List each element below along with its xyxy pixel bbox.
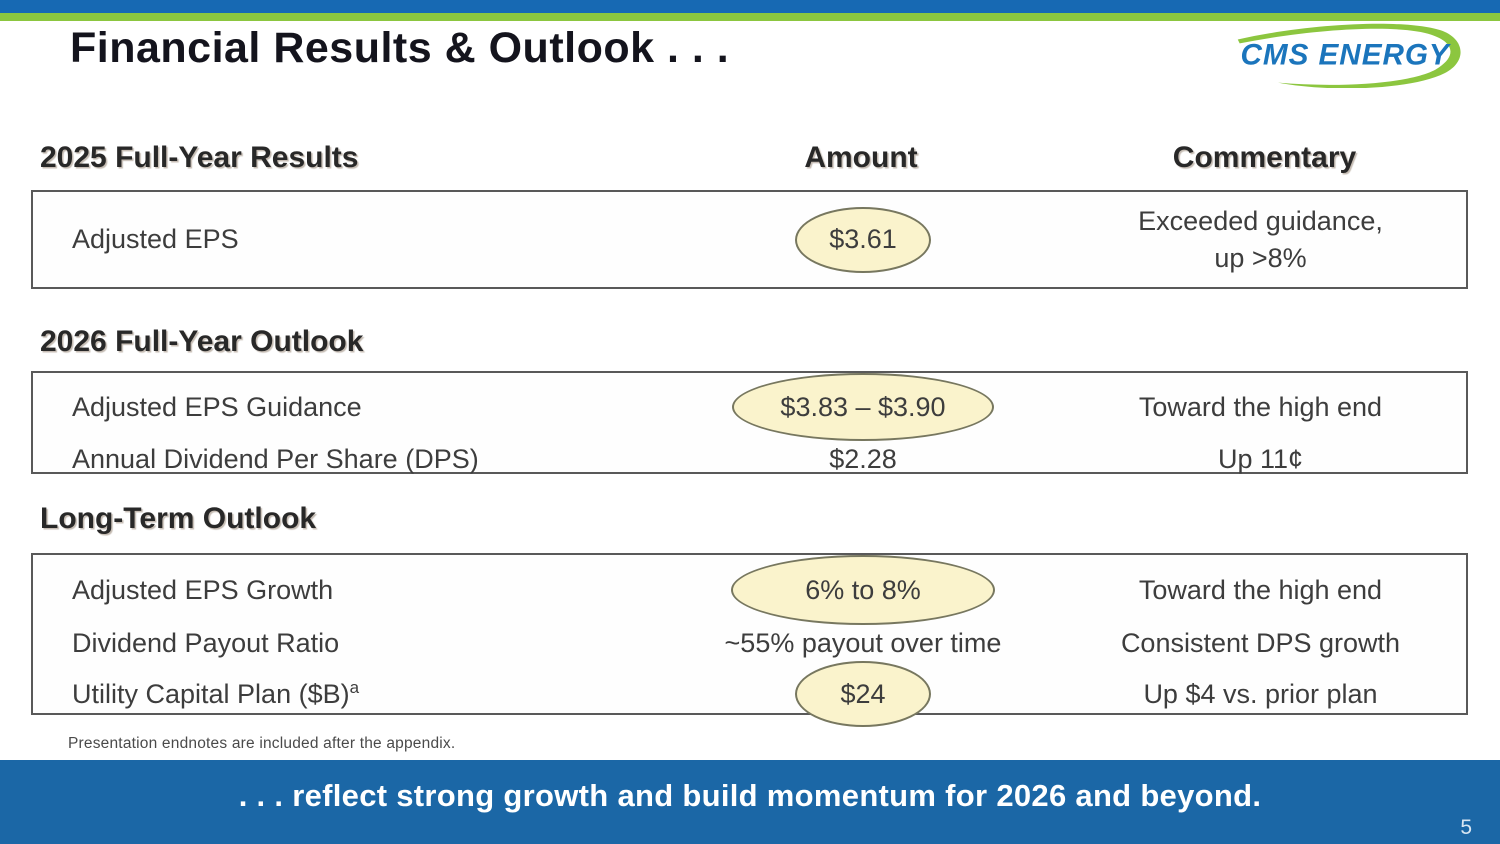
highlight-ellipse: 6% to 8% xyxy=(731,555,995,625)
top-bar-blue xyxy=(0,0,1500,13)
row-amount: $2.28 xyxy=(829,443,897,474)
row-commentary: Toward the high end xyxy=(1138,391,1383,422)
logo-text: CMS ENERGY xyxy=(1240,38,1451,71)
row-label: Utility Capital Plan ($B)a xyxy=(72,678,360,710)
row-label: Adjusted EPS Growth xyxy=(72,574,334,605)
logo-swoosh-icon: CMS ENERGY xyxy=(1237,23,1461,89)
table-row: Utility Capital Plan ($B)a $24 Up $4 vs.… xyxy=(33,661,1466,728)
column-headers: 2025 Full-Year Results Amount Commentary xyxy=(31,136,1468,180)
table-row: Adjusted EPS Guidance $3.83 – $3.90 Towa… xyxy=(33,373,1466,441)
row-label: Adjusted EPS xyxy=(72,224,239,254)
row-commentary: Consistent DPS growth xyxy=(1120,628,1401,658)
row-commentary: Exceeded guidance, up >8% xyxy=(1138,206,1383,273)
table-row: Adjusted EPS $3.61 Exceeded guidance, up… xyxy=(33,192,1466,287)
column-header-amount: Amount xyxy=(804,141,918,174)
table-row: Annual Dividend Per Share (DPS) $2.28 Up… xyxy=(33,441,1466,477)
table-row: Adjusted EPS Growth 6% to 8% Toward the … xyxy=(33,555,1466,625)
column-header-commentary: Commentary xyxy=(1172,141,1357,174)
section-heading-2026: 2026 Full-Year Outlook xyxy=(40,325,364,358)
row-commentary: Toward the high end xyxy=(1138,574,1383,605)
table-2026-outlook: Adjusted EPS Guidance $3.83 – $3.90 Towa… xyxy=(31,371,1468,474)
section-heading-2025: 2025 Full-Year Results xyxy=(40,141,359,174)
row-commentary: Up $4 vs. prior plan xyxy=(1143,679,1378,710)
table-row: Dividend Payout Ratio ~55% payout over t… xyxy=(33,625,1466,661)
page-number: 5 xyxy=(1460,816,1472,839)
row-label: Adjusted EPS Guidance xyxy=(72,391,362,422)
section-heading-long-term: Long-Term Outlook xyxy=(40,502,317,535)
highlight-ellipse: $3.61 xyxy=(795,206,931,273)
row-amount: ~55% payout over time xyxy=(724,627,1002,658)
row-label: Annual Dividend Per Share (DPS) xyxy=(72,443,479,474)
row-commentary: Up 11¢ xyxy=(1217,444,1304,474)
row-amount: $24 xyxy=(663,661,1063,728)
endnote-marker: a xyxy=(349,678,360,698)
row-amount: $3.61 xyxy=(663,206,1063,273)
slide-title: Financial Results & Outlook . . . xyxy=(70,24,730,72)
footer-message: . . . reflect strong growth and build mo… xyxy=(238,778,1262,813)
row-amount: 6% to 8% xyxy=(663,555,1063,625)
row-label: Dividend Payout Ratio xyxy=(72,627,340,658)
row-amount: $3.83 – $3.90 xyxy=(663,373,1063,441)
footer-bar: . . . reflect strong growth and build mo… xyxy=(0,760,1500,844)
table-2025-results: Adjusted EPS $3.61 Exceeded guidance, up… xyxy=(31,190,1468,289)
footnote: Presentation endnotes are included after… xyxy=(68,735,456,752)
table-long-term-outlook: Adjusted EPS Growth 6% to 8% Toward the … xyxy=(31,553,1468,728)
top-bar-green xyxy=(0,13,1500,21)
highlight-ellipse: $24 xyxy=(795,661,931,728)
cms-energy-logo: CMS ENERGY xyxy=(1232,16,1462,89)
highlight-ellipse: $3.83 – $3.90 xyxy=(732,373,994,441)
